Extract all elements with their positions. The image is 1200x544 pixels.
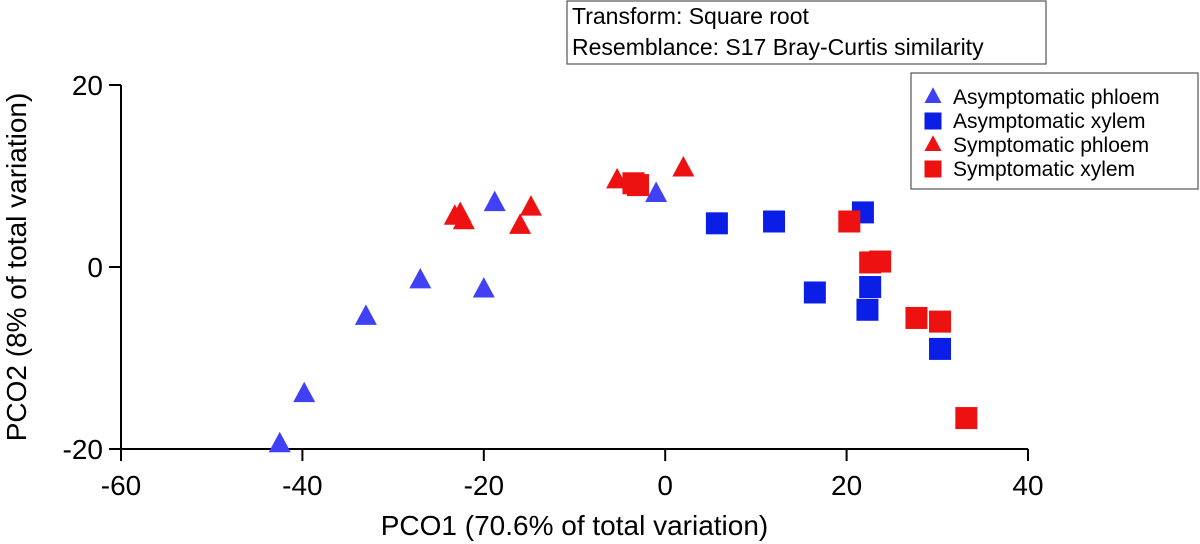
info-resemblance-text: Resemblance: S17 Bray-Curtis similarity (572, 34, 984, 60)
triangle-data-point (672, 156, 695, 177)
square-data-point (803, 281, 826, 304)
triangle-data-point (483, 190, 506, 212)
info-transform-text: Transform: Square root (572, 3, 810, 29)
triangle-data-point (268, 431, 291, 453)
triangle-data-point (519, 195, 542, 216)
triangle-data-point (354, 304, 377, 325)
x-tick-label: 0 (657, 470, 673, 501)
legend-triangle-icon (924, 135, 942, 152)
legend-frame (910, 72, 1199, 190)
legend-item: Asymptomatic xylem (924, 110, 1146, 133)
y-axis-title: PCO2 (8% of total variation) (1, 93, 32, 442)
triangle-data-point (509, 213, 532, 234)
axes (120, 85, 1028, 450)
legend-square-icon (924, 160, 942, 178)
x-tick-label: -20 (464, 470, 504, 501)
legend-item: Asymptomatic phloem (924, 86, 1160, 109)
square-data-point (905, 306, 928, 329)
info-box: Transform: Square root Resemblance: S17 … (566, 0, 1047, 65)
square-data-point (955, 407, 978, 430)
series-asymptomatic-phloem (268, 181, 668, 453)
x-tick-label: 40 (1012, 470, 1043, 501)
y-tick-label: 0 (87, 252, 103, 283)
series-symptomatic-phloem (443, 156, 695, 234)
triangle-data-point (472, 277, 495, 298)
square-data-point (856, 298, 879, 321)
square-data-point (705, 212, 728, 235)
y-tick-label: -20 (63, 434, 103, 465)
x-tick-label: -60 (101, 470, 141, 501)
square-data-point (929, 337, 952, 360)
square-data-point (626, 174, 649, 197)
triangle-data-point (409, 267, 432, 289)
legend-label: Asymptomatic phloem (953, 86, 1160, 109)
legend-triangle-icon (924, 87, 942, 104)
info-box-frame (566, 0, 1047, 65)
x-axis-title: PCO1 (70.6% of total variation) (381, 510, 769, 541)
x-tick-label: 20 (831, 470, 862, 501)
axis-ticks: -60 -40 -20 0 20 40 -20 0 20 (63, 70, 1044, 501)
legend-label: Asymptomatic xylem (953, 110, 1146, 133)
data-points (268, 156, 978, 453)
x-tick-label: -40 (282, 470, 322, 501)
legend-item: Symptomatic phloem (924, 134, 1149, 157)
square-data-point (929, 310, 952, 333)
legend-item: Symptomatic xylem (924, 158, 1135, 181)
square-data-point (859, 276, 882, 299)
triangle-data-point (293, 381, 316, 403)
triangle-data-point (452, 208, 475, 230)
square-data-point (869, 250, 892, 273)
legend-label: Symptomatic phloem (953, 134, 1149, 157)
legend-square-icon (924, 112, 942, 130)
square-data-point (838, 210, 861, 233)
series-symptomatic-xylem (622, 172, 978, 430)
legend-label: Symptomatic xylem (953, 158, 1135, 181)
series-asymptomatic-xylem (705, 201, 952, 360)
square-data-point (763, 210, 786, 233)
y-tick-label: 20 (72, 70, 103, 101)
triangle-data-point (645, 181, 668, 202)
